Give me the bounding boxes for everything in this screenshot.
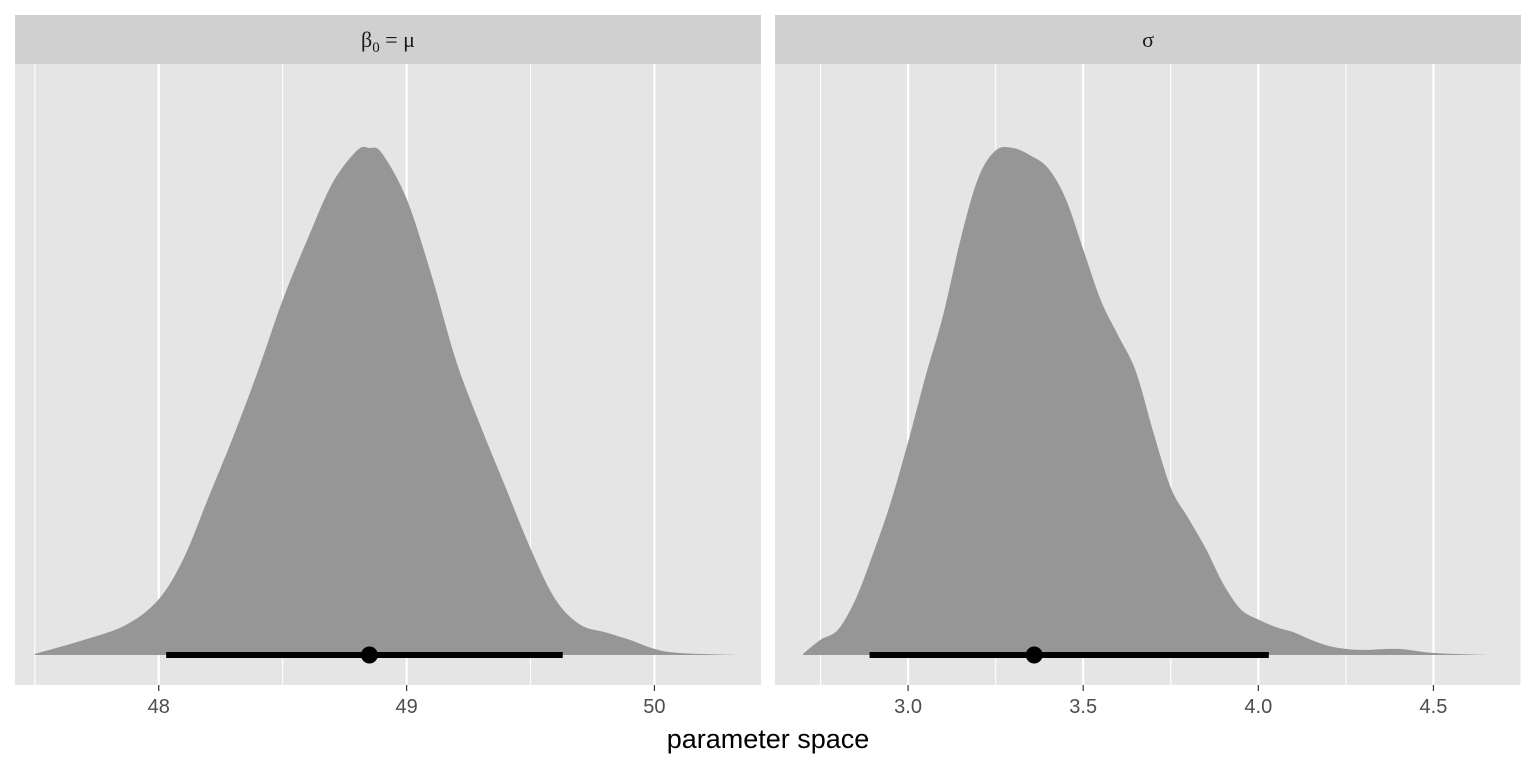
x-tick-label: 3.0 xyxy=(894,696,922,718)
x-tick-label: 4.0 xyxy=(1244,696,1272,718)
facet-strip xyxy=(775,15,1521,64)
x-tick-label: 50 xyxy=(643,696,665,718)
density-area xyxy=(803,147,1490,655)
facet-strip-label: σ xyxy=(1142,27,1154,52)
panels-layer: β0 = μ 48 49 50 σ 3.0 3.5 4.0 4.5 xyxy=(15,15,1522,718)
facet-panel-1: β0 = μ 48 49 50 xyxy=(15,15,761,718)
x-tick-label: 48 xyxy=(148,696,170,718)
x-axis-title: parameter space xyxy=(667,724,870,754)
x-tick-label: 3.5 xyxy=(1069,696,1097,718)
density-area xyxy=(34,146,739,655)
facet-strip xyxy=(15,15,761,64)
x-tick-label: 49 xyxy=(395,696,417,718)
x-tick-label: 4.5 xyxy=(1420,696,1448,718)
facet-strip-label: β0 = μ xyxy=(361,27,415,56)
facet-panel-2: σ 3.0 3.5 4.0 4.5 xyxy=(775,15,1522,718)
point-estimate xyxy=(1025,646,1043,664)
point-estimate xyxy=(360,646,378,664)
